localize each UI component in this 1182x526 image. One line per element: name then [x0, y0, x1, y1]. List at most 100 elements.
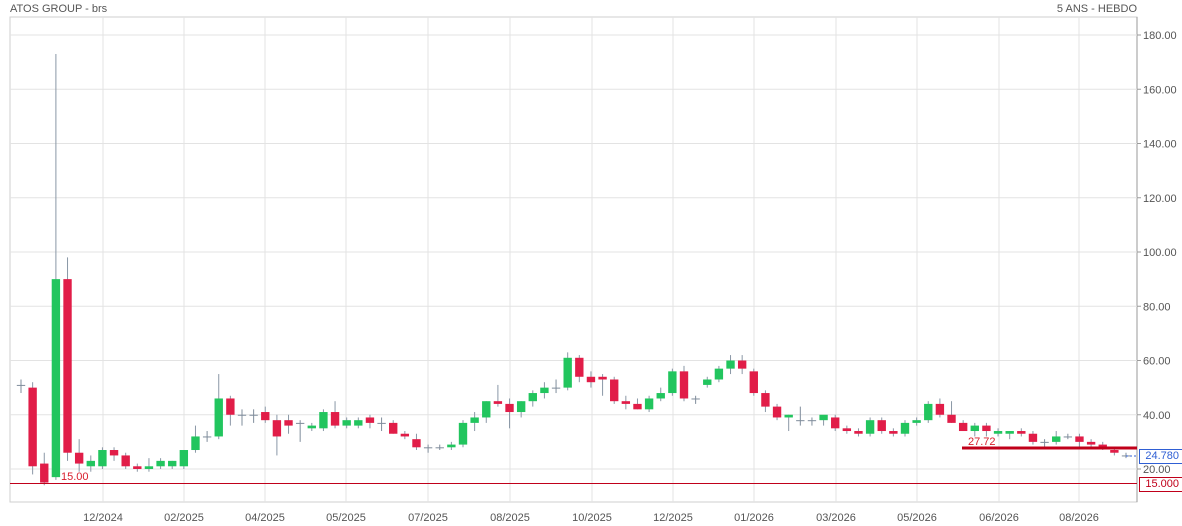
candle-body: [389, 422, 398, 434]
candle-body: [761, 393, 770, 407]
candle-body: [528, 393, 537, 402]
candle-body: [493, 401, 503, 404]
candle-body: [412, 439, 421, 448]
y-tick-label: 100.00: [1143, 247, 1177, 259]
x-tick-label: 05/2026: [897, 512, 937, 524]
candle-body: [1098, 444, 1107, 448]
candle-body: [575, 357, 584, 377]
candle-body: [435, 447, 444, 449]
candle-body: [330, 412, 340, 426]
candle-body: [377, 422, 386, 424]
candle-body: [226, 398, 235, 415]
candle-body: [749, 371, 758, 394]
low-level-badge: 15.000: [1139, 477, 1182, 492]
candle-body: [214, 398, 223, 437]
x-tick-label: 10/2025: [572, 512, 612, 524]
candle-body: [633, 403, 642, 410]
candle-body: [958, 422, 968, 432]
candle-body: [877, 420, 886, 432]
x-tick-label: 07/2025: [408, 512, 448, 524]
candle-body: [272, 420, 282, 437]
candle-body: [819, 414, 828, 421]
candle-body: [947, 414, 956, 423]
x-tick-label: 12/2024: [83, 512, 123, 524]
last-price-badge: 24.780: [1139, 449, 1182, 464]
y-tick-label: 160.00: [1143, 84, 1177, 96]
x-tick-label: 02/2025: [164, 512, 204, 524]
candle-body: [365, 417, 375, 423]
candle-body: [237, 414, 247, 416]
candle-body: [354, 420, 363, 426]
candle-body: [563, 357, 572, 388]
candle-body: [86, 460, 95, 467]
candle-body: [168, 460, 177, 467]
candle-body: [970, 425, 979, 432]
candle-body: [679, 371, 689, 399]
candle-body: [307, 425, 316, 429]
candle-body: [447, 444, 456, 448]
y-axis: 20.00 40.00 60.00 80.00 100.00 120.00 140.00 16…: [1137, 30, 1177, 476]
period-label: 5 ANS - HEBDO: [1056, 3, 1137, 15]
support-level-label: 27.72: [968, 436, 996, 448]
candle-body: [505, 403, 514, 413]
candle-body: [714, 368, 724, 380]
x-tick-label: 03/2026: [816, 512, 856, 524]
y-tick-label: 180.00: [1143, 30, 1177, 42]
candle-body: [458, 422, 468, 445]
y-tick-label: 80.00: [1143, 301, 1171, 313]
candle-body: [109, 450, 119, 456]
candle-body: [400, 433, 410, 437]
candle-body: [191, 436, 200, 451]
candle-body: [319, 412, 328, 429]
candle-body: [202, 436, 212, 438]
candle-body: [796, 420, 805, 422]
candle-body: [1063, 436, 1073, 438]
candle-body: [737, 360, 747, 369]
candle-body: [156, 460, 165, 467]
candle-body: [179, 450, 189, 467]
candle-body: [621, 401, 631, 404]
candle-body: [121, 455, 130, 467]
candle-body: [342, 420, 351, 426]
candle-body: [1005, 431, 1014, 434]
candle-body: [1040, 441, 1049, 443]
candle-body: [900, 422, 910, 434]
candle-body: [261, 412, 270, 421]
candle-body: [993, 431, 1003, 434]
y-tick-label: 120.00: [1143, 193, 1177, 205]
candle-body: [133, 466, 142, 469]
candle-body: [1086, 441, 1096, 445]
candle-body: [284, 420, 293, 426]
candle-body: [889, 431, 898, 434]
candle-body: [726, 360, 735, 369]
candle-body: [1028, 433, 1038, 442]
candle-body: [982, 425, 991, 432]
candle-body: [842, 428, 852, 432]
candle-body: [703, 379, 712, 385]
candle-body: [1017, 431, 1026, 434]
candle-body: [144, 466, 154, 469]
candle-body: [470, 417, 479, 423]
candle-body: [295, 422, 305, 424]
candle-body: [423, 447, 433, 449]
y-tick-label: 40.00: [1143, 410, 1171, 422]
x-tick-label: 01/2026: [734, 512, 774, 524]
candle-body: [831, 417, 840, 429]
candle-body: [1110, 450, 1119, 453]
candle-body: [807, 420, 817, 422]
y-tick-label: 60.00: [1143, 356, 1171, 368]
y-tick-label: 20.00: [1143, 464, 1171, 476]
candle-body: [74, 452, 84, 464]
candle-body: [16, 384, 26, 386]
candle-body: [772, 406, 782, 418]
candle-body: [1052, 436, 1061, 442]
candle-body: [668, 371, 677, 394]
candle-body: [249, 414, 258, 416]
candle-body: [540, 387, 549, 394]
y-tick-label: 140.00: [1143, 139, 1177, 151]
candle-body: [865, 420, 875, 434]
chart-grid: [9, 16, 1138, 503]
candle-body: [1075, 436, 1084, 442]
candle-body: [656, 393, 665, 399]
